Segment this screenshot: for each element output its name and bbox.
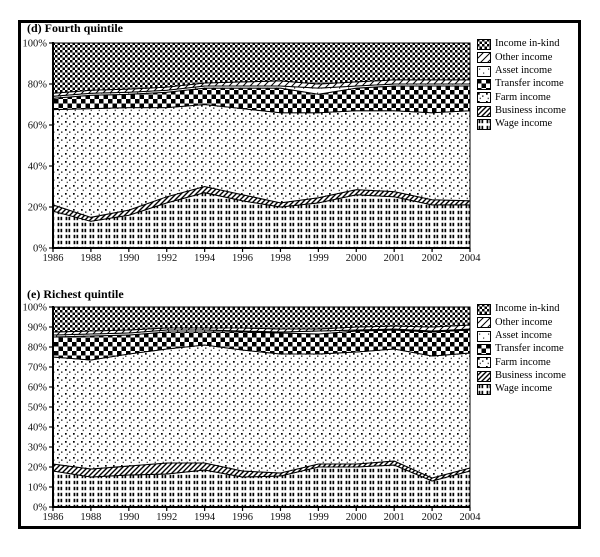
area-farm-income — [52, 344, 471, 479]
income-in-kind-swatch-icon — [477, 39, 491, 51]
income-in-kind-swatch-icon — [477, 304, 491, 316]
y-axis-tick-label: 10% — [28, 483, 48, 494]
legend-item: Asset income — [477, 330, 581, 343]
x-axis-tick-label: 2000 — [346, 512, 367, 523]
legend-item: Business income — [477, 369, 581, 382]
legend-item: Other income — [477, 316, 581, 329]
legend-label: Income in-kind — [495, 38, 560, 50]
x-axis-tick-label: 1998 — [270, 512, 291, 523]
wage-income-swatch-icon — [477, 383, 491, 395]
business-income-swatch-icon — [477, 105, 491, 117]
asset-income-swatch-icon — [477, 65, 491, 77]
x-axis-tick-label: 1992 — [156, 253, 177, 264]
asset-income-swatch-icon — [477, 330, 491, 342]
chart-panel-e: 0% 10% 20% 30% 40% 50% 60% 70% 80% 90% 100% 1986 198… — [23, 303, 482, 524]
legend-label: Other income — [495, 51, 553, 63]
y-axis-tick-label: 60% — [28, 383, 48, 394]
legend-item: Transfer income — [477, 343, 581, 356]
x-axis-tick-label: 2002 — [422, 512, 443, 523]
legend-label: Income in-kind — [495, 303, 560, 315]
y-axis-tick-label: 70% — [28, 363, 48, 374]
area-income-in-kind — [52, 42, 471, 94]
x-axis-tick-label: 1992 — [156, 512, 177, 523]
x-axis-tick-label: 1998 — [270, 253, 291, 264]
legend-item: Wage income — [477, 118, 581, 131]
legend-item: Income in-kind — [477, 303, 581, 316]
x-axis-tick-label: 2001 — [384, 253, 405, 264]
legend-item: Income in-kind — [477, 38, 581, 51]
y-axis-tick-label: 60% — [28, 121, 48, 132]
legend-item: Business income — [477, 104, 581, 117]
legend-label: Asset income — [495, 329, 552, 341]
x-axis-tick-label: 2002 — [422, 253, 443, 264]
x-axis-tick-label: 1996 — [232, 512, 253, 523]
x-axis-tick-label: 2001 — [384, 512, 405, 523]
wage-income-swatch-icon — [477, 118, 491, 130]
legend-panel-e: Income in-kind Other income Asset income… — [477, 303, 581, 396]
y-axis-tick-label: 100% — [23, 303, 48, 314]
x-axis-tick-label: 1990 — [118, 512, 139, 523]
y-axis-tick-label: 20% — [28, 203, 48, 214]
x-axis-tick-label: 1996 — [232, 253, 253, 264]
y-axis-tick-label: 90% — [28, 323, 48, 334]
legend-label: Asset income — [495, 64, 552, 76]
legend-item: Farm income — [477, 91, 581, 104]
x-axis-tick-label: 1986 — [43, 512, 64, 523]
farm-income-swatch-icon — [477, 92, 491, 104]
y-axis-tick-label: 40% — [28, 423, 48, 434]
chart-panel-d: 0% 20% 40% 60% 80% 100% 1986 1988 1990 1992 1994 19… — [23, 39, 482, 265]
legend-label: Business income — [495, 104, 566, 116]
x-axis-tick-label: 1999 — [308, 253, 329, 264]
legend-label: Farm income — [495, 356, 551, 368]
legend-label: Wage income — [495, 118, 553, 130]
panel-e-title: (e) Richest quintile — [27, 287, 124, 301]
transfer-income-swatch-icon — [477, 79, 491, 91]
y-axis-tick-label: 0% — [33, 503, 47, 514]
transfer-income-swatch-icon — [477, 344, 491, 356]
x-axis-tick-label: 2004 — [460, 253, 482, 264]
y-axis-tick-label: 20% — [28, 463, 48, 474]
legend-item: Asset income — [477, 65, 581, 78]
y-axis-tick-label: 40% — [28, 162, 48, 173]
x-axis-tick-label: 2000 — [346, 253, 367, 264]
legend-label: Wage income — [495, 383, 553, 395]
legend-item: Wage income — [477, 383, 581, 396]
x-axis-tick-label: 1986 — [43, 253, 64, 264]
legend-label: Farm income — [495, 91, 551, 103]
legend-item: Farm income — [477, 356, 581, 369]
panel-d-title: (d) Fourth quintile — [27, 21, 124, 35]
x-axis-tick-label: 1994 — [194, 253, 216, 264]
legend-label: Transfer income — [495, 78, 564, 90]
other-income-swatch-icon — [477, 317, 491, 329]
area-income-in-kind — [52, 306, 471, 333]
legend-label: Other income — [495, 316, 553, 328]
legend-item: Other income — [477, 51, 581, 64]
y-axis-tick-label: 100% — [23, 39, 48, 50]
x-axis-tick-label: 1988 — [80, 512, 101, 523]
legend-label: Business income — [495, 369, 566, 381]
y-axis-tick-label: 0% — [33, 244, 47, 255]
y-axis-tick-label: 30% — [28, 443, 48, 454]
business-income-swatch-icon — [477, 370, 491, 382]
legend-panel-d: Income in-kind Other income Asset income… — [477, 38, 581, 131]
x-axis-tick-label: 1999 — [308, 512, 329, 523]
x-axis-tick-label: 2004 — [460, 512, 482, 523]
x-axis-tick-label: 1990 — [118, 253, 139, 264]
y-axis-tick-label: 80% — [28, 80, 48, 91]
farm-income-swatch-icon — [477, 357, 491, 369]
x-axis-tick-label: 1988 — [80, 253, 101, 264]
other-income-swatch-icon — [477, 52, 491, 64]
y-axis-tick-label: 50% — [28, 403, 48, 414]
x-axis-tick-label: 1994 — [194, 512, 216, 523]
legend-item: Transfer income — [477, 78, 581, 91]
y-axis-tick-label: 80% — [28, 343, 48, 354]
legend-label: Transfer income — [495, 343, 564, 355]
